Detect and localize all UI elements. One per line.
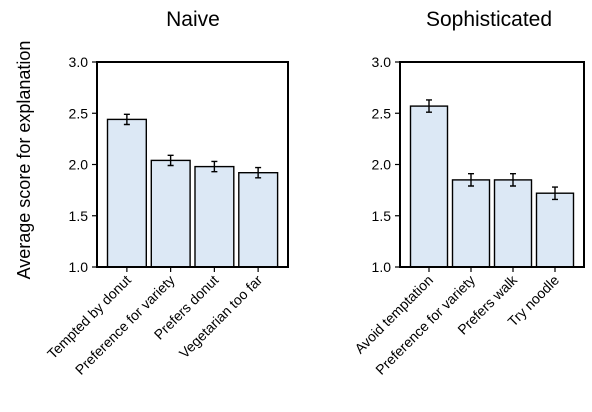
y-tick-label-naive-3: 2.0 xyxy=(69,157,89,173)
y-tick-label-sophisticated-2: 1.5 xyxy=(372,208,392,224)
chart-panel-sophisticated: Sophisticated Avoid temptationPreference… xyxy=(351,8,585,378)
y-tick-label-sophisticated-4: 2.5 xyxy=(372,105,392,121)
bar-sophisticated-2 xyxy=(451,179,491,268)
error-bar-naive-1 xyxy=(123,113,130,126)
y-axis-label: Average score for explanation xyxy=(14,41,34,280)
panel-title-naive: Naive xyxy=(166,8,220,31)
y-tick-label-sophisticated-3: 2.0 xyxy=(372,157,392,173)
bar-sophisticated-1 xyxy=(409,105,449,268)
error-bar-naive-4 xyxy=(255,166,262,179)
error-bar-sophisticated-1 xyxy=(426,99,432,113)
bar-naive-4 xyxy=(238,171,279,268)
panel-title-sophisticated: Sophisticated xyxy=(426,8,552,31)
error-bar-sophisticated-3 xyxy=(510,173,516,187)
error-bar-sophisticated-2 xyxy=(468,173,474,187)
y-tick-label-naive-5: 3.0 xyxy=(69,54,89,70)
bar-naive-1 xyxy=(106,118,147,268)
y-tick-label-naive-4: 2.5 xyxy=(69,105,89,121)
y-tick-label-naive-1: 1.0 xyxy=(69,259,89,275)
error-bar-naive-3 xyxy=(211,160,218,173)
y-tick-label-naive-2: 1.5 xyxy=(69,208,89,224)
x-tick-label-naive-4: Vegetarian too far xyxy=(176,272,266,362)
plot-frame-sophisticated xyxy=(399,61,585,268)
y-tick-label-sophisticated-5: 3.0 xyxy=(372,54,392,70)
plot-frame-naive xyxy=(96,61,289,268)
error-bar-sophisticated-4 xyxy=(552,186,558,201)
bar-naive-3 xyxy=(194,165,235,268)
bar-naive-2 xyxy=(150,159,191,268)
error-bar-naive-2 xyxy=(167,154,174,167)
bar-sophisticated-4 xyxy=(535,192,575,268)
bar-sophisticated-3 xyxy=(493,179,533,268)
y-tick-label-sophisticated-1: 1.0 xyxy=(372,259,392,275)
